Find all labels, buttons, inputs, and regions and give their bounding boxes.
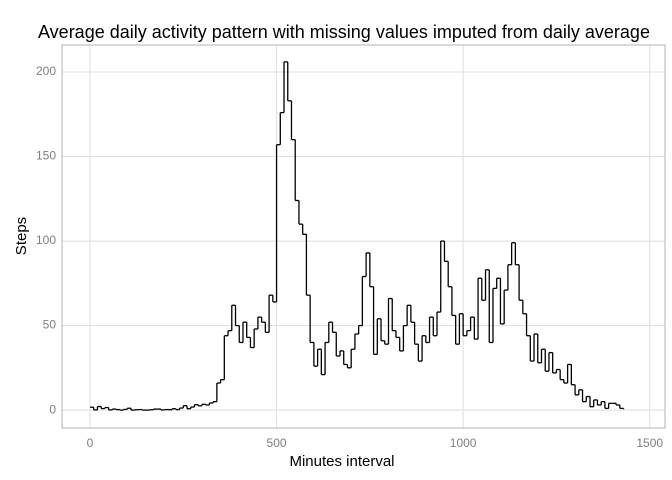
y-tick-label: 0 xyxy=(49,402,56,416)
y-tick-label: 50 xyxy=(43,318,57,332)
x-tick-label: 1500 xyxy=(636,436,663,450)
y-tick-label: 200 xyxy=(36,64,56,78)
panel-border xyxy=(61,44,666,429)
x-tick-label: 1000 xyxy=(450,436,477,450)
x-axis-title: Minutes interval xyxy=(289,453,394,470)
y-tick-label: 100 xyxy=(36,233,56,247)
y-axis-title: Steps xyxy=(13,217,30,255)
x-tick-label: 0 xyxy=(87,436,94,450)
chart-title: Average daily activity pattern with miss… xyxy=(38,22,650,42)
y-tick-label: 150 xyxy=(36,149,56,163)
x-tick-label: 500 xyxy=(267,436,287,450)
